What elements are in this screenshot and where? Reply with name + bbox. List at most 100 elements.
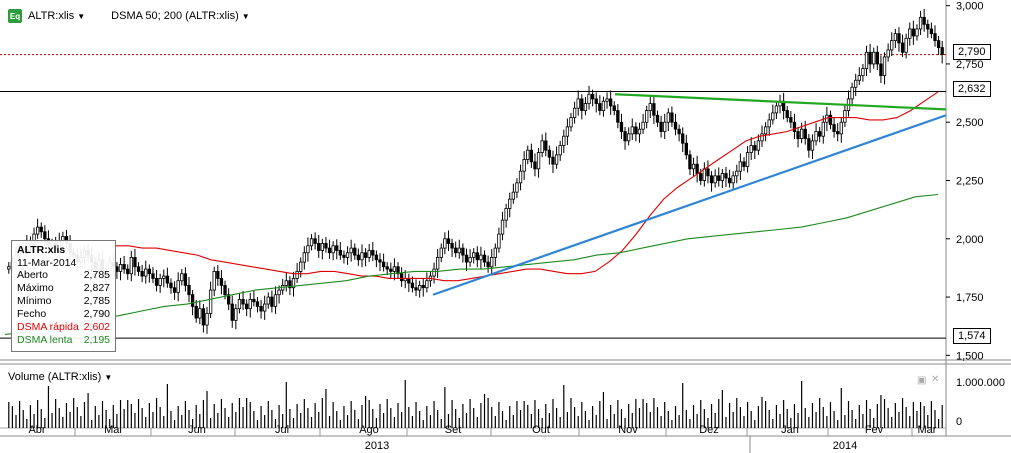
candle-body xyxy=(908,28,912,39)
candle-body xyxy=(165,275,170,284)
candle-body xyxy=(796,131,800,139)
candle-body xyxy=(616,110,620,123)
candle-body xyxy=(828,114,833,125)
candle-body xyxy=(353,247,357,256)
info-label: Aberto xyxy=(17,269,48,281)
candle-body xyxy=(637,128,642,135)
candle-body xyxy=(140,271,144,277)
candle-body xyxy=(464,254,469,263)
month-label: Mar xyxy=(918,424,937,436)
volume-pane-selector[interactable]: Volume (ALTR:xlis) ▼ xyxy=(8,371,112,383)
candle-body xyxy=(533,161,537,170)
info-row-slow-ma: DSMA lenta 2,195 xyxy=(12,334,115,347)
candle-body xyxy=(695,163,699,174)
candle-body xyxy=(872,51,876,65)
candle-body xyxy=(648,103,652,111)
candle-body xyxy=(789,117,793,123)
candle-body xyxy=(144,268,148,277)
candle-body xyxy=(475,252,479,261)
candle-body xyxy=(861,68,865,76)
chevron-down-icon[interactable]: ▼ xyxy=(104,372,113,382)
candle-body xyxy=(154,278,159,286)
candle-body xyxy=(118,264,123,272)
candle-body xyxy=(147,268,152,275)
candle-body xyxy=(727,177,732,184)
candle-body xyxy=(926,23,930,30)
candle-body xyxy=(655,114,660,123)
candle-body xyxy=(435,257,440,270)
info-row-high: Máximo 2,827 xyxy=(12,282,115,295)
candle-body xyxy=(760,133,764,142)
candle-body xyxy=(486,261,490,268)
candle-body xyxy=(608,98,613,107)
slow-ma-line xyxy=(4,193,939,335)
candle-body xyxy=(410,282,415,289)
candle-body xyxy=(414,287,418,291)
candle-body xyxy=(688,154,692,170)
candle-body xyxy=(176,280,180,293)
candle-body xyxy=(226,294,231,305)
chart-header: Eq ALTR:xlis ▼ DSMA 50; 200 (ALTR:xlis) … xyxy=(8,7,250,25)
volume-label: Volume (ALTR:xlis) xyxy=(8,371,102,383)
indicator-selector[interactable]: DSMA 50; 200 (ALTR:xlis) ▼ xyxy=(111,10,249,22)
candle-body xyxy=(767,119,771,128)
price-tick-label: 1,500 xyxy=(956,350,984,362)
candle-body xyxy=(763,126,768,135)
close-icon[interactable]: ✕ xyxy=(931,374,940,385)
candle-body xyxy=(234,308,238,321)
candle-body xyxy=(565,126,570,137)
support-tag: 1,574 xyxy=(953,328,991,344)
candle-body xyxy=(630,126,634,135)
candle-body xyxy=(900,42,905,53)
candle-body xyxy=(562,135,566,146)
candle-body xyxy=(392,266,397,272)
candle-body xyxy=(897,33,901,44)
price-tick-label: 2,500 xyxy=(956,117,984,129)
candle-body xyxy=(785,110,789,118)
info-label: Máximo xyxy=(17,282,54,294)
candle-body xyxy=(407,278,411,284)
candle-body xyxy=(482,254,487,263)
candle-body xyxy=(450,243,454,249)
info-date: 11-Mar-2014 xyxy=(17,257,77,269)
month-label: Jun xyxy=(188,424,206,436)
candle-body xyxy=(627,133,631,142)
candle-body xyxy=(735,170,739,177)
candle-body xyxy=(136,266,141,272)
candle-body xyxy=(709,175,714,184)
candle-body xyxy=(569,117,573,128)
price-tick-label: 2,000 xyxy=(956,234,984,246)
fast-ma-line xyxy=(115,91,939,282)
candle-body xyxy=(547,149,552,158)
candle-body xyxy=(738,161,743,172)
candle-body xyxy=(309,238,314,247)
info-value: 2,827 xyxy=(83,282,110,294)
candle-body xyxy=(576,98,580,109)
candle-body xyxy=(515,182,519,193)
candle-body xyxy=(540,140,544,153)
candle-body xyxy=(681,133,685,144)
candle-body xyxy=(882,56,887,76)
candle-body xyxy=(299,261,303,272)
candle-body xyxy=(360,252,364,261)
info-value: 2,790 xyxy=(83,308,110,320)
info-row-open: Aberto 2,785 xyxy=(12,269,115,282)
candle-body xyxy=(749,145,753,153)
chevron-down-icon[interactable]: ▼ xyxy=(77,11,86,21)
candle-body xyxy=(385,266,389,270)
candle-body xyxy=(670,112,674,123)
candle-body xyxy=(522,159,526,172)
candle-body xyxy=(35,226,40,235)
candle-body xyxy=(374,254,379,261)
candle-body xyxy=(594,98,598,104)
volume-tick-label: 1.000.000 xyxy=(956,377,1005,389)
symbol-selector[interactable]: ALTR:xlis ▼ xyxy=(28,10,85,22)
candle-body xyxy=(836,131,840,135)
uptrend-line xyxy=(432,114,947,296)
candle-body xyxy=(536,152,541,170)
maximize-icon[interactable]: ▣ xyxy=(917,375,927,386)
candle-body xyxy=(590,93,595,100)
chevron-down-icon[interactable]: ▼ xyxy=(241,11,250,21)
month-label: Out xyxy=(532,424,550,436)
